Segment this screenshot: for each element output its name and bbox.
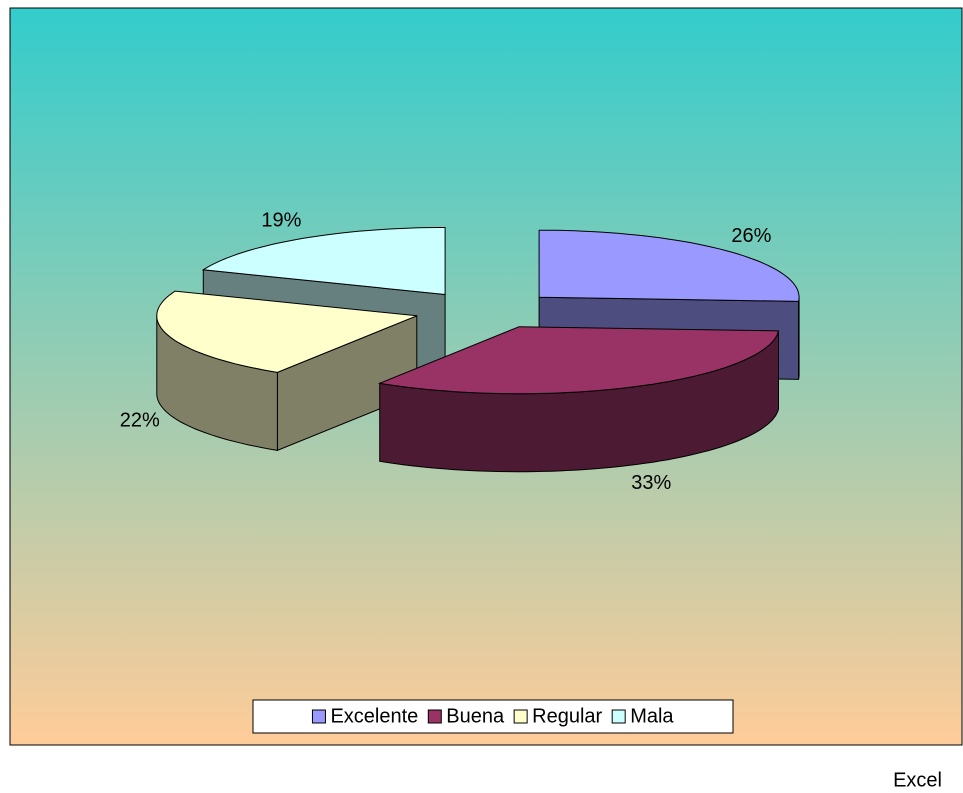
- legend-label: Mala: [630, 705, 674, 727]
- pie: 26% 33% 22% 19%: [120, 210, 800, 494]
- slice: [201, 227, 446, 296]
- legend-swatch: [427, 709, 442, 724]
- legend-label: Excelente: [330, 705, 418, 727]
- data-label: 22%: [120, 409, 160, 431]
- legend: [252, 699, 734, 734]
- data-label: 33%: [631, 472, 671, 494]
- slice: [156, 290, 417, 373]
- caption: Excel: [893, 769, 942, 791]
- legend-label: Regular: [532, 705, 602, 727]
- slice-side: [798, 297, 800, 380]
- slice: [377, 326, 780, 395]
- legend-swatch: [611, 709, 626, 724]
- data-label: 26%: [731, 225, 771, 247]
- slice: [538, 229, 800, 302]
- legend-items: Excelente Buena Regular Mala: [311, 705, 674, 727]
- legend-swatch: [513, 709, 528, 724]
- data-label: 19%: [261, 210, 301, 232]
- legend-label: Buena: [446, 705, 505, 727]
- legend-swatch: [311, 709, 326, 724]
